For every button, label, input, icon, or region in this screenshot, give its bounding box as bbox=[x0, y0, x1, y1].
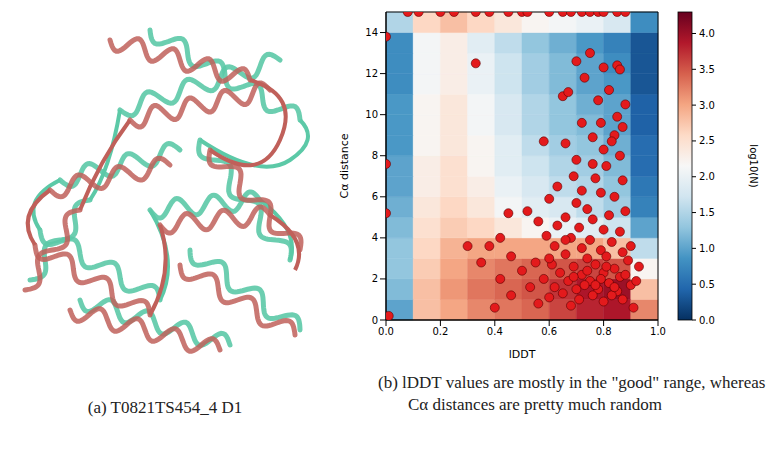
svg-text:2.5: 2.5 bbox=[699, 135, 715, 146]
svg-text:4.0: 4.0 bbox=[699, 28, 715, 39]
svg-text:3.0: 3.0 bbox=[699, 100, 715, 111]
svg-text:1.5: 1.5 bbox=[699, 207, 715, 218]
svg-text:8: 8 bbox=[372, 150, 378, 161]
svg-text:0.0: 0.0 bbox=[378, 326, 394, 337]
svg-text:0.8: 0.8 bbox=[596, 326, 612, 337]
svg-text:0.0: 0.0 bbox=[699, 315, 715, 326]
svg-text:1.0: 1.0 bbox=[650, 326, 666, 337]
svg-text:0: 0 bbox=[372, 315, 378, 326]
svg-text:6: 6 bbox=[372, 191, 378, 202]
svg-text:2: 2 bbox=[372, 273, 378, 284]
html-text:(b) lDDT values are mostly in: (b) lDDT values are mostly in the "good"… bbox=[378, 373, 766, 414]
svg-text:0.4: 0.4 bbox=[487, 326, 503, 337]
svg-text:Cα distance: Cα distance bbox=[338, 133, 351, 198]
svg-text:1.0: 1.0 bbox=[699, 243, 715, 254]
svg-text:0.6: 0.6 bbox=[541, 326, 557, 337]
svg-text:log10(N): log10(N) bbox=[748, 144, 759, 187]
svg-text:2.0: 2.0 bbox=[699, 171, 715, 182]
svg-text:14: 14 bbox=[365, 27, 378, 38]
html-text:(a) T0821TS454_4 D1: (a) T0821TS454_4 D1 bbox=[87, 398, 243, 417]
svg-text:3.5: 3.5 bbox=[699, 64, 715, 75]
svg-text:10: 10 bbox=[365, 109, 378, 120]
svg-text:0.2: 0.2 bbox=[432, 326, 448, 337]
svg-text:12: 12 bbox=[365, 68, 378, 79]
svg-text:4: 4 bbox=[372, 232, 378, 243]
svg-text:0.5: 0.5 bbox=[699, 279, 715, 290]
svg-text:lDDT: lDDT bbox=[509, 348, 536, 360]
